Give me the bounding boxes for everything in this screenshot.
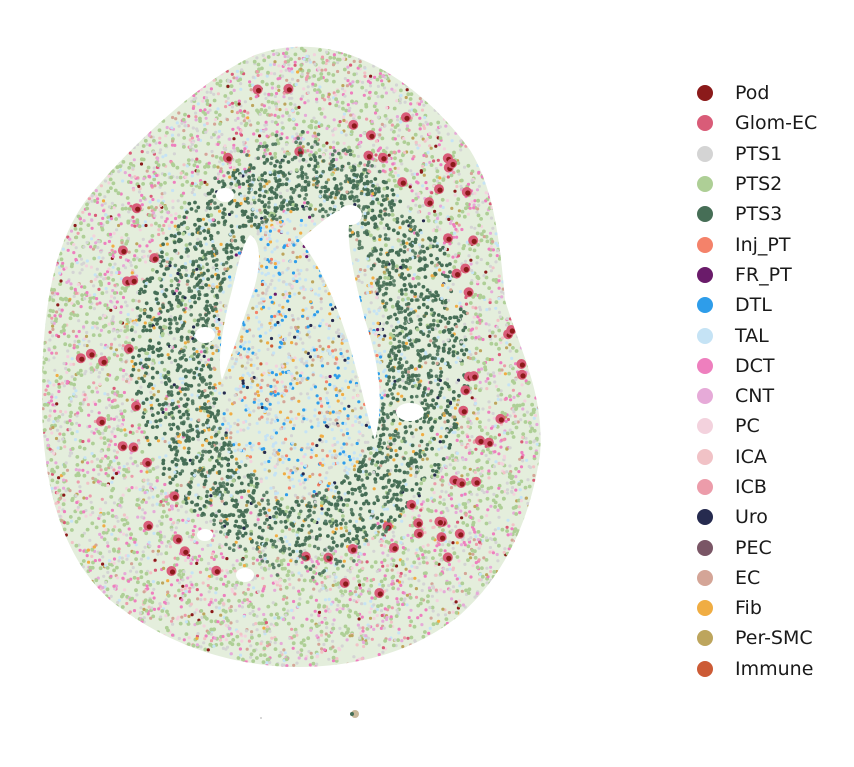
legend-label: PTS3 (735, 203, 783, 226)
legend-marker (697, 85, 713, 102)
legend-marker (697, 388, 713, 405)
legend-marker (697, 176, 713, 193)
legend-marker (697, 479, 713, 495)
legend-item: Fib (690, 593, 850, 623)
legend-label: Immune (735, 657, 814, 680)
legend-item: PC (690, 411, 850, 441)
legend-item: DCT (690, 351, 850, 381)
legend-item: DTL (690, 290, 850, 320)
legend-item: Inj_PT (690, 229, 850, 259)
legend-item: PTS1 (690, 139, 850, 169)
legend-marker (697, 327, 713, 344)
legend-label: Glom-EC (735, 112, 818, 135)
legend-marker (697, 448, 713, 465)
legend-marker (697, 539, 713, 556)
legend-marker (697, 145, 713, 162)
legend-marker (697, 418, 713, 435)
legend-label: EC (735, 566, 761, 589)
legend-marker (697, 266, 713, 283)
legend: Pod Glom-EC PTS1 PTS2 PTS3 Inj_PT FR_PT DTL TAL D… (690, 78, 850, 684)
legend-item: Uro (690, 502, 850, 532)
legend-item: ICA (690, 442, 850, 472)
legend-label: PTS1 (735, 142, 783, 165)
legend-marker (697, 206, 713, 223)
legend-marker (697, 600, 713, 617)
legend-label: PTS2 (735, 173, 783, 196)
legend-marker (697, 660, 713, 677)
legend-label: DCT (735, 354, 775, 377)
legend-item: Per-SMC (690, 623, 850, 653)
legend-marker (697, 569, 713, 586)
legend-marker (697, 630, 713, 647)
legend-item: EC (690, 563, 850, 593)
legend-item: PTS2 (690, 169, 850, 199)
legend-item: CNT (690, 381, 850, 411)
legend-item: Pod (690, 78, 850, 108)
legend-label: Per-SMC (735, 627, 813, 650)
legend-marker (697, 297, 713, 314)
legend-item: TAL (690, 320, 850, 350)
legend-label: PC (735, 415, 760, 438)
legend-item: FR_PT (690, 260, 850, 290)
legend-item: ICB (690, 472, 850, 502)
legend-marker (697, 236, 713, 253)
legend-label: FR_PT (735, 263, 792, 286)
legend-label: PEC (735, 536, 772, 559)
legend-label: DTL (735, 294, 772, 317)
legend-label: ICB (735, 476, 767, 498)
legend-label: CNT (735, 385, 775, 408)
legend-item: PTS3 (690, 199, 850, 229)
legend-label: Uro (735, 506, 768, 529)
legend-item: PEC (690, 532, 850, 562)
legend-label: Pod (735, 82, 770, 105)
legend-item: Glom-EC (690, 108, 850, 138)
spatial-scatter-plot (42, 46, 541, 719)
legend-marker (697, 509, 713, 526)
legend-label: ICA (735, 445, 767, 468)
legend-label: Fib (735, 597, 762, 620)
legend-marker (697, 357, 713, 374)
legend-label: TAL (735, 324, 769, 347)
legend-item: Immune (690, 654, 850, 684)
legend-label: Inj_PT (735, 233, 791, 256)
legend-marker (697, 115, 713, 132)
